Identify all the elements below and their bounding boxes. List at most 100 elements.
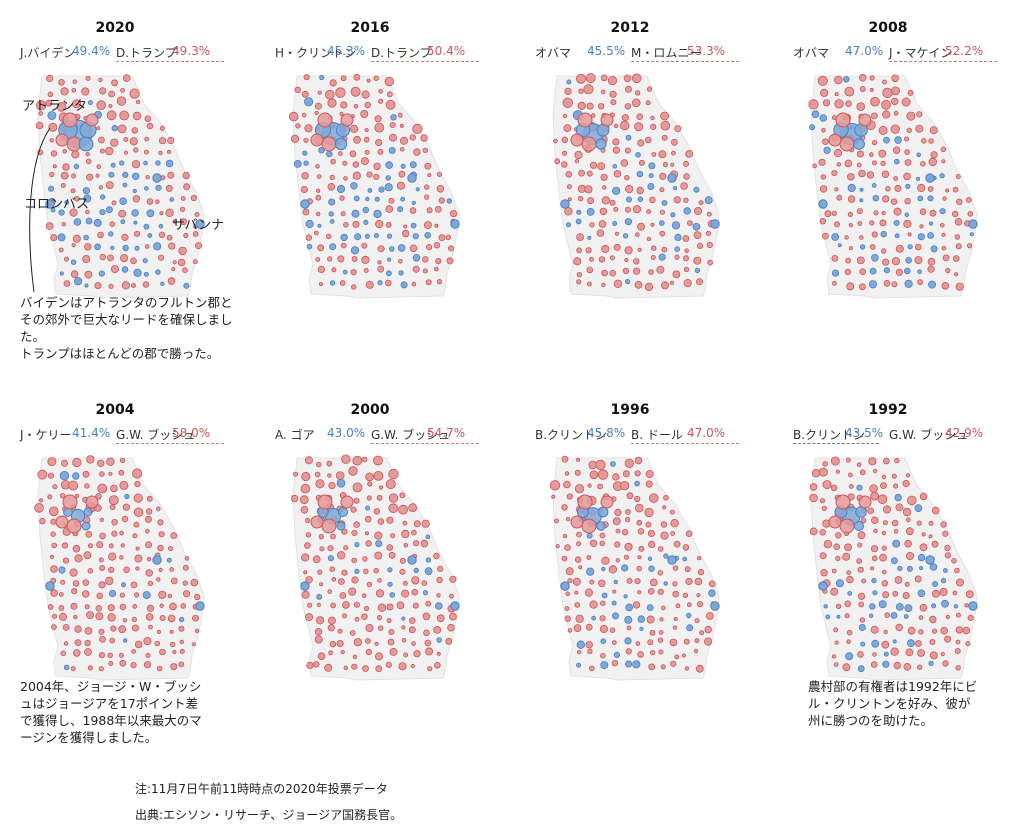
county-bubble: [108, 231, 114, 237]
county-bubble: [598, 256, 606, 263]
county-map-2020: [35, 74, 205, 299]
county-bubble: [146, 604, 155, 612]
county-bubble: [96, 459, 105, 467]
county-bubble: [831, 280, 837, 286]
county-bubble: [420, 539, 429, 548]
county-bubble: [110, 265, 119, 274]
county-bubble: [659, 172, 667, 180]
county-bubble: [121, 515, 129, 523]
county-bubble: [363, 605, 370, 612]
county-bubble: [319, 546, 325, 552]
county-bubble: [130, 257, 137, 265]
county-bubble: [82, 590, 90, 598]
county-bubble: [671, 138, 678, 146]
county-bubble: [58, 566, 66, 574]
county-bubble: [965, 641, 971, 647]
county-bubble: [131, 209, 139, 217]
county-bubble: [313, 230, 319, 236]
city-dem-bubble: [925, 173, 935, 183]
county-bubble: [87, 568, 94, 574]
note-2020-line-2: その郊外で巨大なリードを確保しまし: [20, 312, 233, 327]
county-bubble: [317, 265, 326, 273]
county-map-2008: [808, 73, 978, 299]
county-bubble: [562, 97, 573, 109]
county-bubble: [98, 136, 105, 144]
county-bubble: [673, 196, 681, 204]
county-bubble: [564, 471, 570, 476]
county-bubble: [611, 659, 619, 667]
county-bubble: [438, 197, 445, 204]
county-bubble: [120, 254, 129, 263]
rep-pct-2016: 50.4%: [427, 44, 466, 58]
year-title-2000: 2000: [350, 402, 390, 418]
county-bubble: [84, 483, 90, 489]
county-bubble: [637, 615, 645, 623]
county-bubble: [659, 230, 666, 237]
county-bubble: [574, 158, 580, 164]
county-bubble: [836, 614, 841, 619]
rep-pct-2020: 49.3%: [172, 44, 211, 58]
county-bubble: [857, 651, 864, 658]
city-label-columbus: コロンバス: [24, 197, 90, 212]
county-bubble: [425, 534, 431, 540]
county-bubble: [650, 650, 656, 656]
county-bubble: [620, 481, 630, 491]
county-bubble: [578, 565, 583, 570]
county-bubble: [612, 612, 620, 620]
county-bubble: [74, 493, 80, 499]
city-dem-bubble: [925, 555, 935, 565]
dem-candidate-2012: オバマ: [535, 46, 572, 60]
county-bubble: [60, 579, 66, 585]
county-bubble: [70, 602, 78, 610]
county-bubble: [169, 602, 177, 611]
county-bubble: [820, 568, 828, 577]
dem-pct-2004: 41.4%: [72, 426, 111, 440]
county-bubble: [317, 223, 322, 228]
county-bubble: [928, 660, 934, 666]
county-bubble: [609, 199, 616, 206]
county-bubble: [352, 161, 359, 168]
county-bubble: [674, 654, 680, 660]
county-bubble: [561, 455, 569, 463]
county-bubble: [315, 479, 325, 489]
county-bubble: [366, 495, 372, 501]
county-bubble: [669, 280, 675, 285]
county-bubble: [192, 231, 199, 237]
county-bubble: [647, 183, 655, 191]
county-bubble: [683, 207, 691, 215]
county-bubble: [835, 555, 841, 562]
county-bubble: [182, 564, 189, 571]
county-bubble: [401, 616, 406, 621]
county-bubble: [58, 79, 65, 86]
county-bubble: [860, 517, 867, 524]
county-bubble: [315, 461, 322, 468]
county-bubble: [93, 218, 102, 227]
county-bubble: [684, 666, 690, 671]
county-bubble: [411, 281, 417, 287]
county-bubble: [172, 219, 177, 224]
county-bubble: [907, 495, 917, 506]
county-bubble: [644, 282, 654, 292]
panel-2004: 2004 J・ケリー 41.4% G.W. ブッシュ 58.0%: [20, 402, 260, 702]
county-bubble: [330, 158, 336, 165]
county-bubble: [306, 602, 313, 608]
county-bubble: [118, 469, 125, 476]
county-bubble: [871, 555, 878, 562]
county-bubble: [613, 651, 621, 658]
county-bubble: [158, 531, 165, 538]
county-bubble: [917, 183, 926, 193]
year-title-1996: 1996: [610, 402, 650, 418]
county-bubble: [172, 260, 177, 265]
county-bubble: [84, 270, 93, 279]
county-bubble: [674, 233, 682, 241]
county-bubble: [871, 254, 879, 262]
county-bubble: [823, 604, 828, 609]
county-bubble: [860, 641, 866, 647]
county-bubble: [84, 604, 90, 610]
county-bubble: [148, 624, 153, 630]
county-bubble: [422, 147, 428, 153]
county-bubble: [561, 136, 568, 144]
county-bubble: [835, 579, 844, 588]
county-bubble: [388, 468, 399, 480]
county-bubble: [904, 581, 910, 587]
